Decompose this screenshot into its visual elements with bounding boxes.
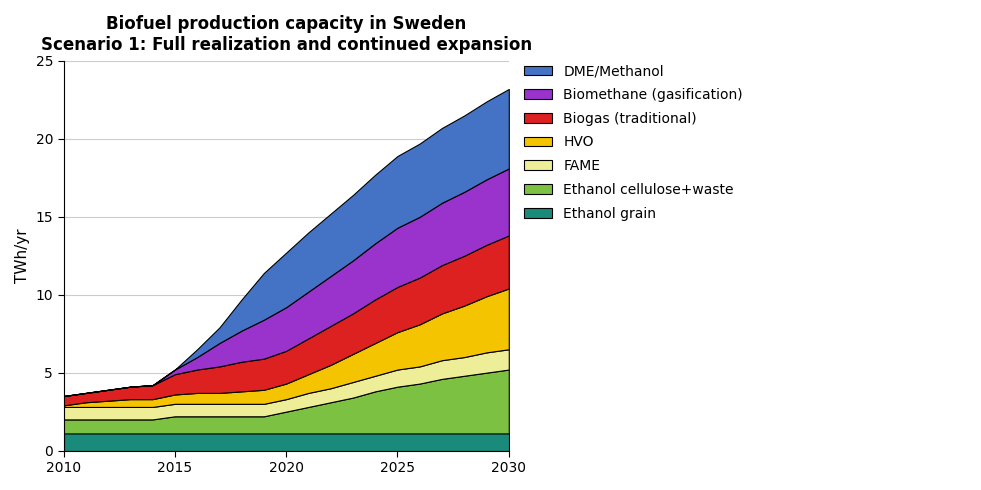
Y-axis label: TWh/yr: TWh/yr bbox=[15, 228, 30, 283]
Legend: DME/Methanol, Biomethane (gasification), Biogas (traditional), HVO, FAME, Ethano: DME/Methanol, Biomethane (gasification),… bbox=[520, 60, 747, 225]
Title: Biofuel production capacity in Sweden
Scenario 1: Full realization and continued: Biofuel production capacity in Sweden Sc… bbox=[40, 15, 532, 54]
